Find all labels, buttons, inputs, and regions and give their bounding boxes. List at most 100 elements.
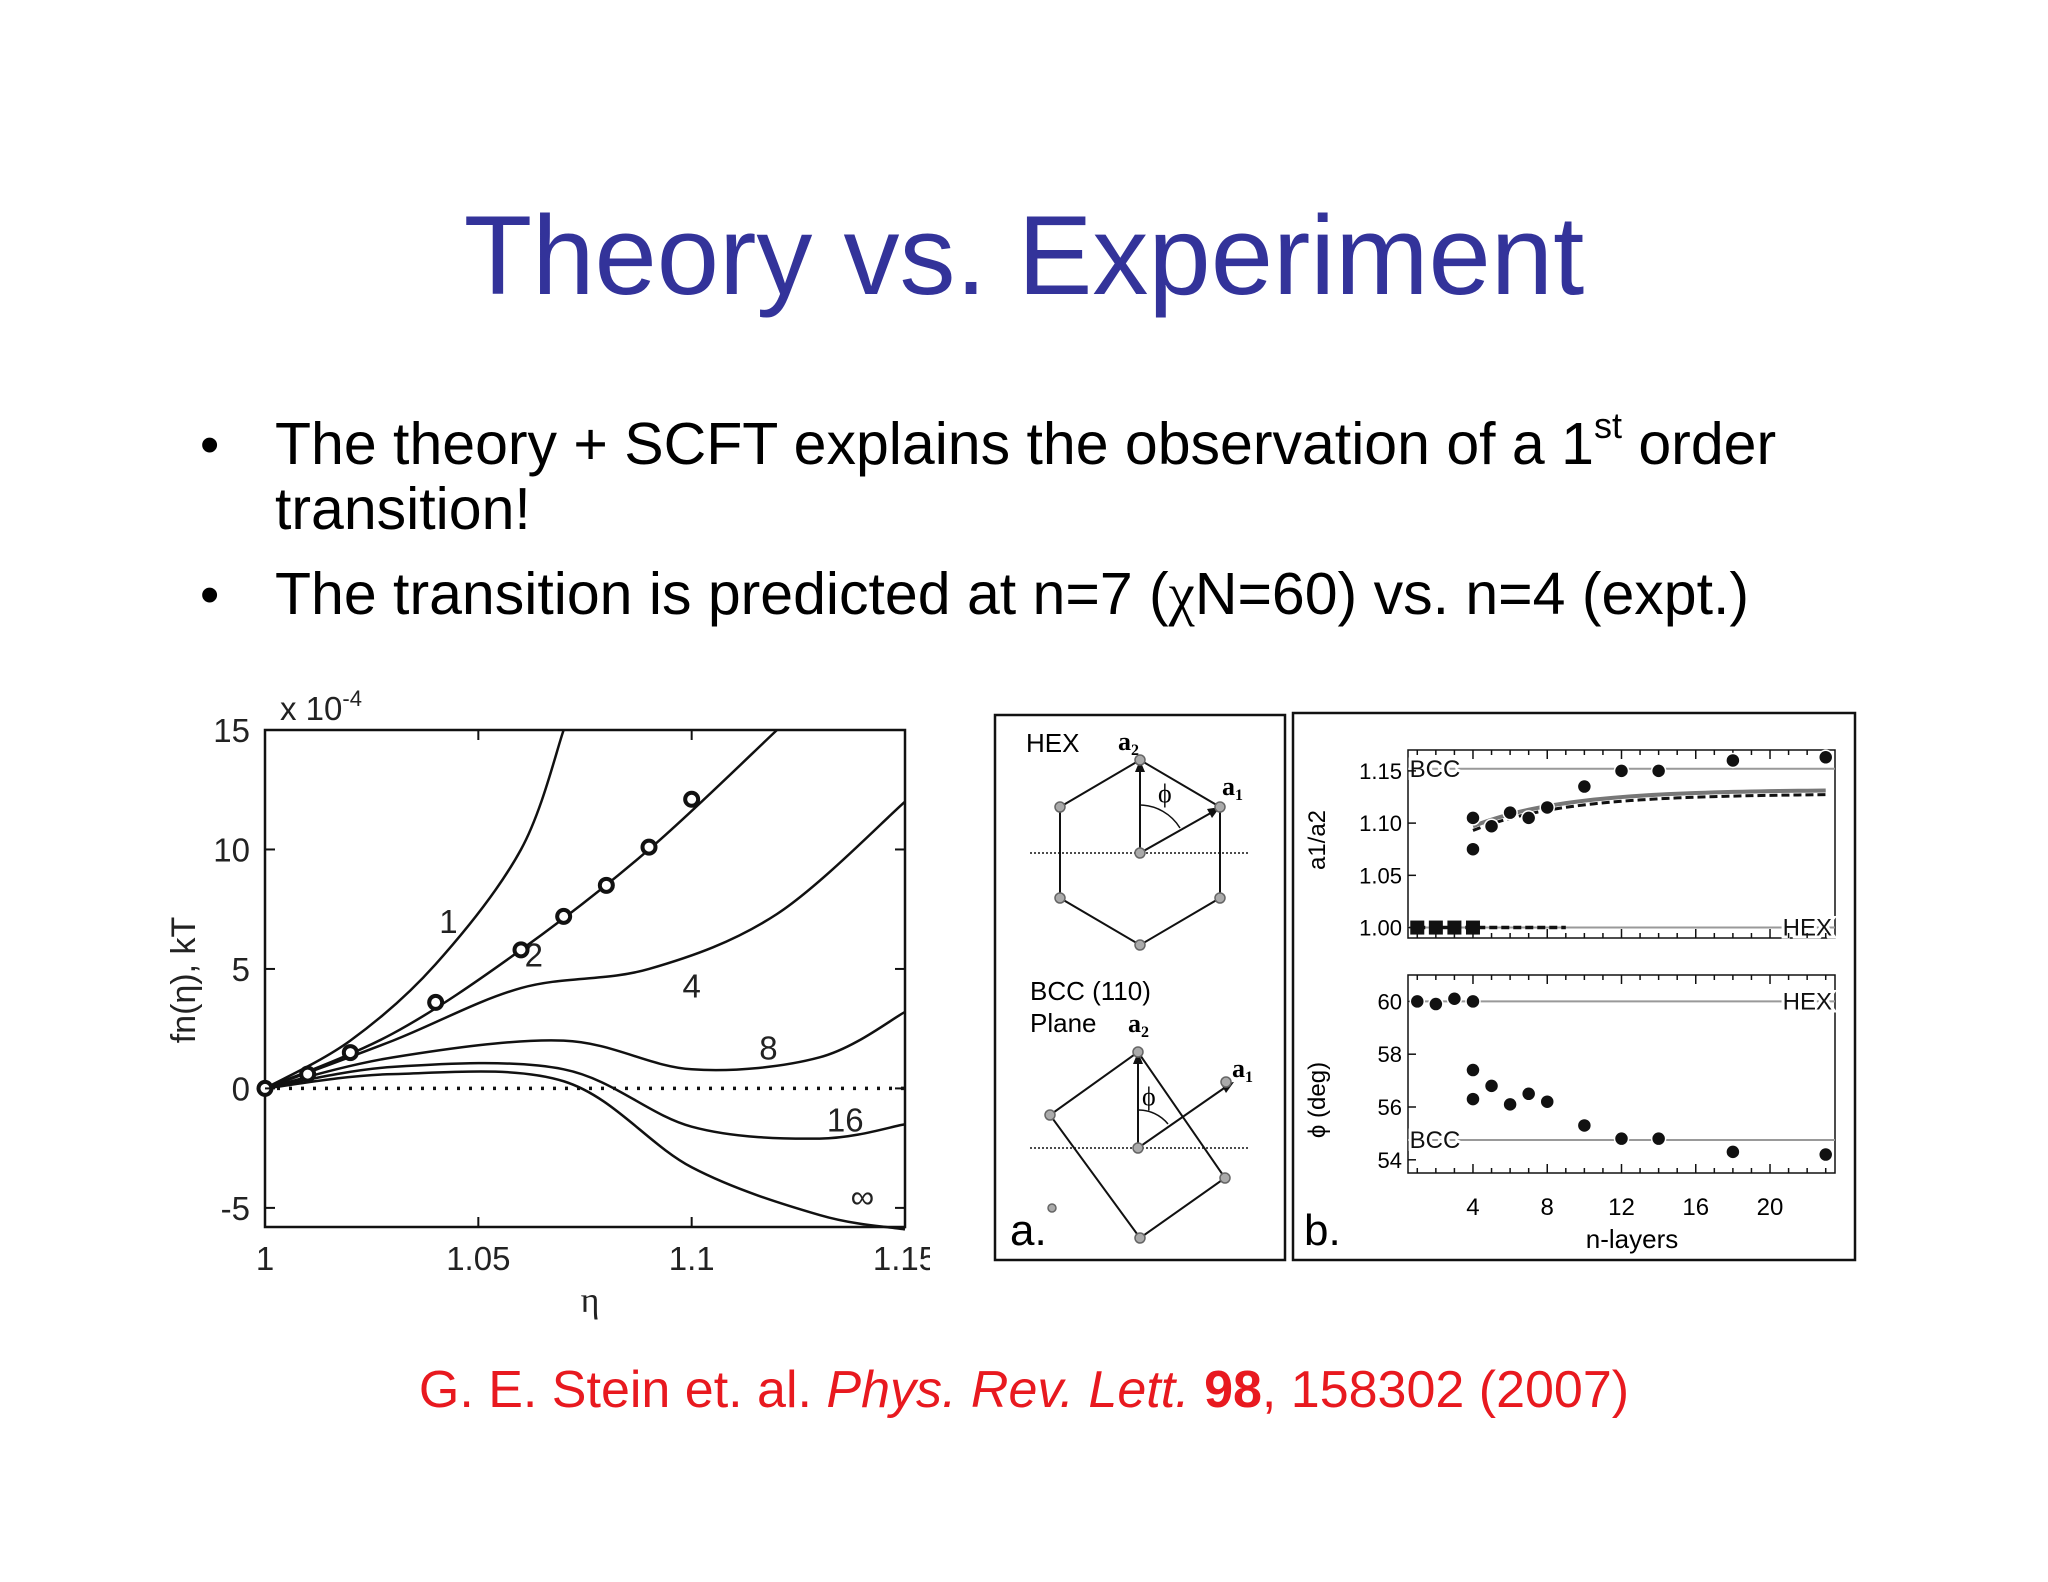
y-tick-label: 58 [1378,1042,1402,1067]
citation-volume: 98 [1204,1361,1262,1419]
data-point [1447,920,1462,935]
reference-label: HEX [1783,988,1832,1015]
data-point [1613,763,1630,779]
a2-label-bottom-sub: 2 [1141,1024,1149,1041]
y-tick-label: 1.15 [1359,759,1402,784]
experimental-point [597,876,615,894]
data-point [1725,752,1741,769]
series-label-16: 16 [827,1101,864,1138]
data-point [1465,920,1480,935]
axis-multiplier-base: x 10 [280,690,342,727]
experimental-point [683,790,701,808]
data-point [1409,993,1426,1010]
bullet-2-text-b: N=60) vs. n=4 (expt.) [1194,561,1750,627]
x-tick-label: 16 [1682,1194,1709,1221]
panel-b-border [1291,711,1857,1262]
data-point [1576,778,1593,795]
y-tick-label: 1.05 [1359,863,1402,888]
node [1132,1142,1144,1154]
data-point [1650,763,1667,779]
series-label-1: 1 [439,903,457,940]
x-tick-label: 1.1 [669,1240,715,1277]
bcc-a1-vector [1137,1083,1231,1149]
data-point [1539,1093,1555,1110]
bullet-1-text-a: The theory + SCFT explains the observati… [275,411,1594,477]
data-point [1465,1091,1481,1107]
citation-rest: , 158302 (2007) [1261,1361,1630,1419]
data-point [1465,1062,1481,1078]
plane-label: Plane [1030,1008,1097,1038]
y-tick-label: -5 [221,1190,250,1227]
series-line-4 [264,800,906,1090]
panel-b-label: b. [1304,1206,1341,1255]
node [1134,939,1146,951]
plot-area-border [263,728,907,1229]
x-tick-label: 20 [1757,1194,1784,1221]
ratio-y-label: a1/a2 [1304,810,1331,870]
experimental-points [256,790,701,1097]
a2-label-top: a2 [1118,727,1139,759]
theory-curve [1472,788,1826,829]
angle-y-label: ϕ (deg) [1304,1062,1331,1138]
series-label-8: 8 [759,1030,777,1067]
hex-angle-arc [1139,804,1181,829]
series-line-2 [264,729,778,1090]
y-tick-label: 15 [213,712,250,749]
slide-title: Theory vs. Experiment [463,193,1585,318]
data-point [1465,810,1481,826]
axis-multiplier-exponent: -4 [342,686,362,711]
data-point [1465,993,1481,1010]
bcc-label: BCC (110) [1030,976,1151,1006]
bullet-1-text-b: order transition! [275,411,1777,542]
panel-a-label: a. [1010,1206,1047,1255]
a2-label-top-base: a [1118,727,1131,756]
n-layers-label: n-layers [1586,1224,1678,1254]
citation-authors: G. E. Stein et. al. [418,1361,827,1419]
y-tick-label: 56 [1378,1095,1402,1120]
series-label-4: 4 [682,968,700,1005]
a1-label-bottom-base: a [1232,1054,1245,1083]
a1-label-top-sub: 1 [1235,787,1243,804]
a1-label-top: a1 [1222,772,1243,804]
data-point [1725,1144,1741,1160]
x-tick-label: 1 [256,1240,274,1277]
data-point [1520,1086,1537,1102]
free-energy-chart: 1 2 4 8 16 ∞ 1 1.05 1.1 1.15 15 10 5 0 -5 x 10-4 η fn… [165,686,930,1320]
experimental-point [427,993,445,1011]
panel-a-border [993,713,1287,1262]
x-tick-label: 12 [1608,1194,1635,1221]
data-point [1410,920,1425,935]
series-line-∞ [264,1070,906,1231]
series-label-2: 2 [525,937,543,974]
y-tick-label: 60 [1378,989,1402,1014]
y-tick-label: 54 [1378,1148,1402,1173]
ratio-plot: BCC HEX 1.15 1.10 1.05 1.00 [1359,749,1836,945]
data-point [1446,991,1463,1007]
node [1134,1232,1146,1244]
data-point [1650,1130,1667,1147]
node [1044,1109,1056,1121]
experimental-point [640,838,658,856]
y-tick-label: 1.10 [1359,811,1402,836]
data-point [1502,804,1518,821]
bullet-1: • The theory + SCFT explains the observa… [200,408,1880,552]
data-point [1817,749,1834,766]
y-tick-label: 10 [213,831,250,868]
data-point [1483,818,1500,834]
bullet-2-text: The transition is predicted at n=7 (χN=6… [275,562,1875,627]
axis-multiplier: x 10-4 [280,686,362,727]
bcc-angle-arc [1137,1109,1169,1125]
lattice-diagram-panel: HEX a2 a1 ϕ BCC (110) Plane a2 a1 ϕ a. [993,713,1287,1262]
bcc-a2-arrowhead [1133,1052,1143,1064]
hex-phi-label: ϕ [1158,779,1172,808]
layer-data-panel: BCC HEX 1.15 1.10 1.05 1.00 HEX BCC 60 58 56 54 4 8 1… [1291,711,1857,1262]
experimental-point [299,1065,317,1083]
series-line-8 [264,1010,906,1090]
y-tick-label: 1.00 [1359,916,1402,941]
data-point [1502,1096,1518,1113]
a2-label-bottom: a2 [1128,1009,1149,1041]
hex-a1-vector [1139,809,1217,854]
data-point [1613,1130,1630,1147]
hex-label: HEX [1026,728,1079,758]
series-label-∞: ∞ [851,1178,875,1215]
